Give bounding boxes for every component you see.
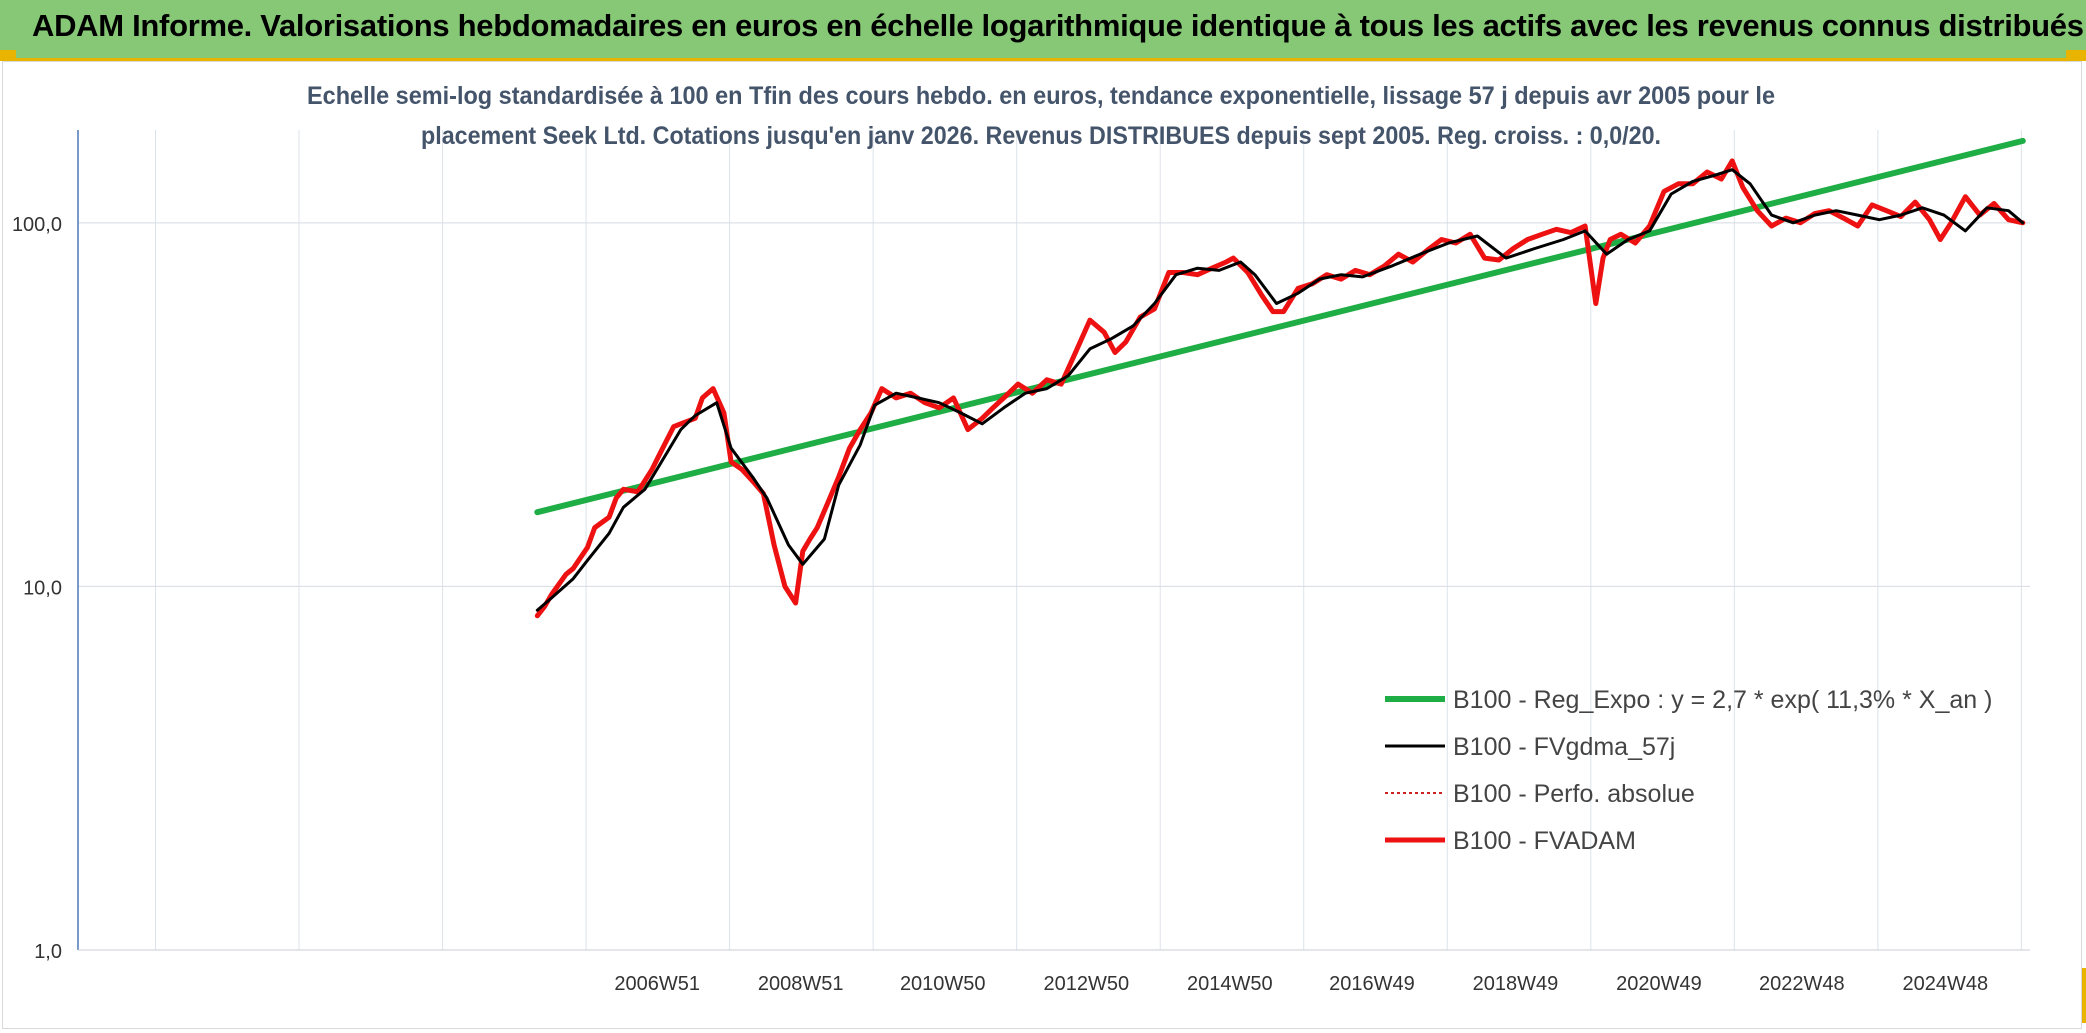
axes: 1,0 10,0 100,0 2006W51 2008W51 2010W50 2012W50… (12, 130, 2030, 995)
corner-accent-right (2066, 50, 2086, 61)
x-tick-label: 2024W48 (1903, 973, 1989, 995)
series-line-smoothed (535, 168, 2025, 612)
x-tick-label: 2014W50 (1187, 973, 1273, 995)
legend-label: B100 - FVgdma_57j (1453, 733, 1675, 761)
report-title: ADAM Informe. Valorisations hebdomadaire… (32, 8, 2084, 43)
chart-title-line: placement Seek Ltd. Cotations jusqu'en j… (421, 122, 1661, 150)
series-group (534, 137, 2026, 619)
x-tick-label: 2006W51 (614, 973, 700, 995)
corner-accent-left (0, 50, 16, 61)
chart-frame: Echelle semi-log standardisée à 100 en T… (2, 61, 2082, 1029)
legend-label: B100 - Reg_Expo : y = 2,7 * exp( 11,3% *… (1453, 686, 1992, 714)
y-tick-label: 1,0 (34, 941, 62, 963)
gridlines (78, 130, 2030, 951)
x-tick-label: 2008W51 (758, 973, 844, 995)
legend-label: B100 - Perfo. absolue (1453, 780, 1695, 808)
x-tick-label: 2022W48 (1759, 973, 1845, 995)
series-line-fvadam (534, 158, 2026, 619)
chart-title-line: Echelle semi-log standardisée à 100 en T… (307, 82, 1775, 110)
x-tick-label: 2016W49 (1329, 973, 1415, 995)
y-tick-label: 100,0 (12, 214, 62, 236)
series-line-regression (534, 137, 2026, 516)
legend-label: B100 - FVADAM (1453, 827, 1636, 855)
chart-title: Echelle semi-log standardisée à 100 en T… (307, 82, 1775, 150)
x-tick-label: 2020W49 (1616, 973, 1702, 995)
corner-accent-bottom-right (2081, 968, 2086, 1023)
x-tick-label: 2012W50 (1043, 973, 1129, 995)
x-tick-label: 2018W49 (1473, 973, 1559, 995)
y-tick-label: 10,0 (23, 577, 62, 599)
legend: B100 - Reg_Expo : y = 2,7 * exp( 11,3% *… (1385, 686, 1992, 855)
x-tick-label: 2010W50 (900, 973, 986, 995)
report-banner: ADAM Informe. Valorisations hebdomadaire… (0, 0, 2086, 61)
chart: Echelle semi-log standardisée à 100 en T… (12, 82, 2030, 995)
